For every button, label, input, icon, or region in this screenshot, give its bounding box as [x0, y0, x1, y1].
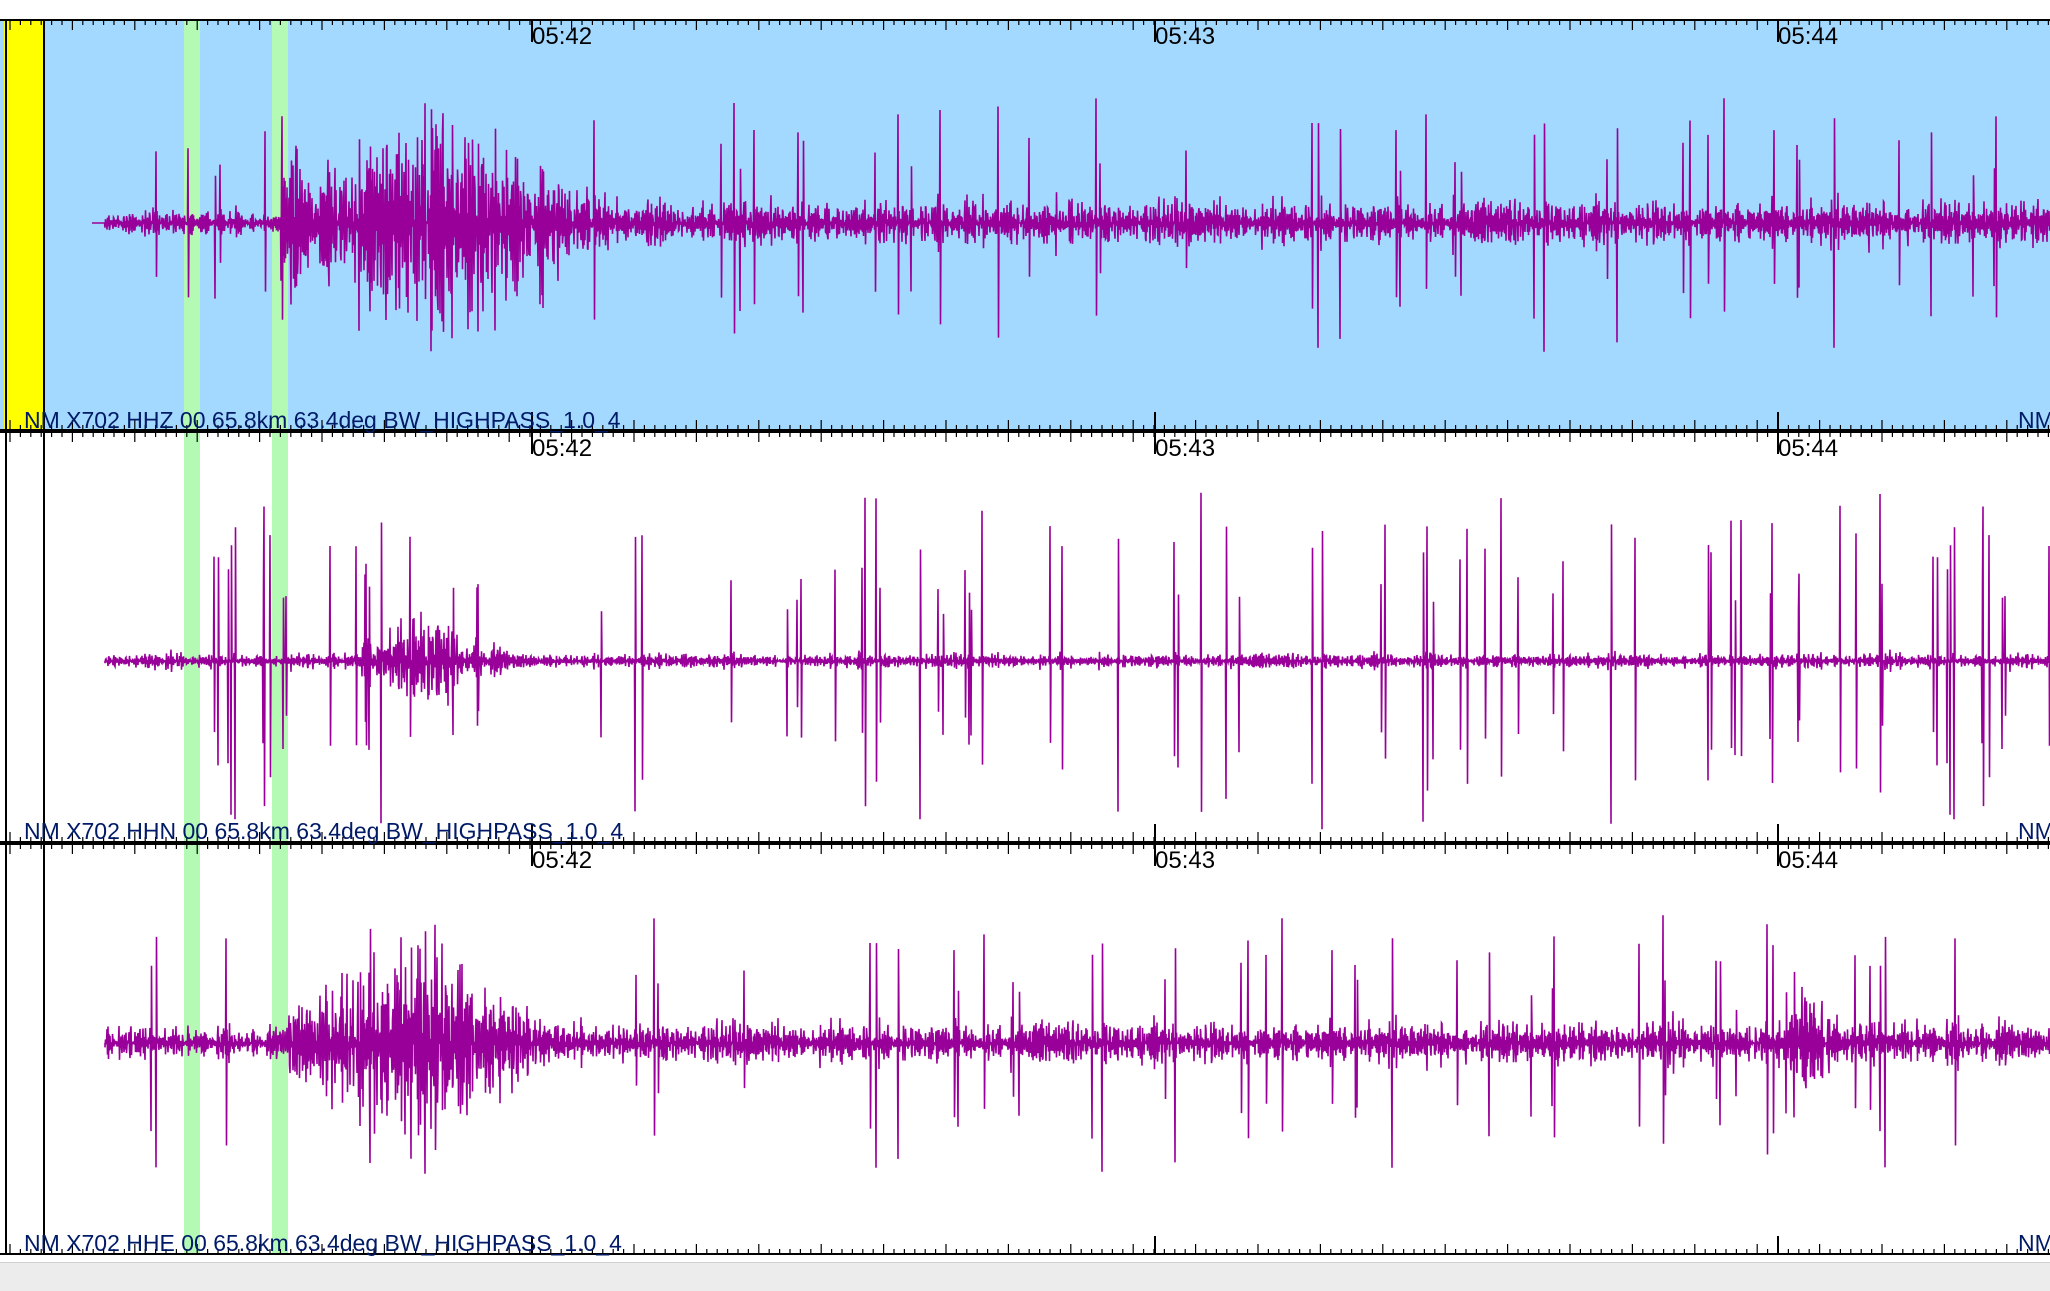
waveform-trace: [92, 98, 2050, 352]
pick-marker: [272, 432, 288, 842]
time-tick-label-trace1-0542: 05:42: [532, 23, 593, 50]
time-tick-label-trace1-0544: 05:44: [1778, 23, 1839, 50]
time-tick-label-trace3-0543: 05:43: [1155, 847, 1216, 874]
trace-label-hhe[interactable]: NM X702 HHE 00 65.8km 63.4deg BW_HIGHPAS…: [24, 1230, 622, 1256]
waveform-trace: [104, 492, 2050, 830]
seismogram-viewer[interactable]: 05:42 05:43 05:44 NM X702 HHZ 00 65.8km …: [0, 0, 2050, 1262]
waveform-canvas: [0, 19, 2050, 1255]
trace-label-hhe-right: NM: [2018, 1230, 2050, 1256]
time-tick-label-trace2-0543: 05:43: [1155, 435, 1216, 462]
pick-marker: [184, 844, 200, 1254]
trace-label-hhz-right: NM: [2018, 407, 2050, 433]
selection-bar: [4, 20, 44, 430]
trace-label-hhn[interactable]: NM X702 HHN 00 65.8km 63.4deg BW_HIGHPAS…: [24, 818, 624, 844]
waveform-trace: [104, 915, 2050, 1174]
pick-marker: [184, 432, 200, 842]
time-tick-label-trace3-0544: 05:44: [1778, 847, 1839, 874]
trace-label-hhz[interactable]: NM X702 HHZ 00 65.8km 63.4deg BW_HIGHPAS…: [24, 407, 621, 433]
trace-label-hhn-right: NM: [2018, 818, 2050, 844]
bottom-scroll-strip[interactable]: [0, 1262, 2050, 1291]
time-tick-label-trace2-0544: 05:44: [1778, 435, 1839, 462]
time-tick-label-trace2-0542: 05:42: [532, 435, 593, 462]
time-tick-label-trace1-0543: 05:43: [1155, 23, 1216, 50]
time-tick-label-trace3-0542: 05:42: [532, 847, 593, 874]
